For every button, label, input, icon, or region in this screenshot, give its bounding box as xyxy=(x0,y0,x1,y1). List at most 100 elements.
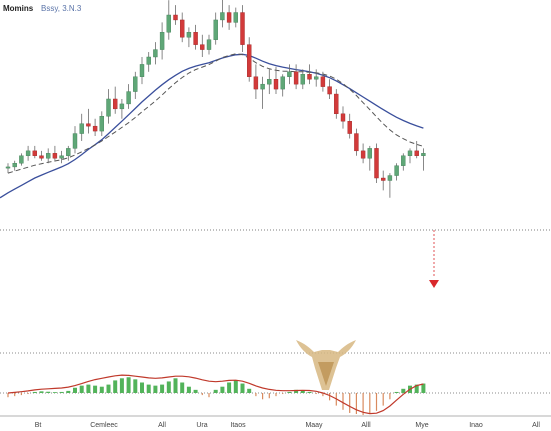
candle xyxy=(401,153,406,171)
candle xyxy=(86,108,91,134)
ma-fast-path xyxy=(7,53,424,174)
candle xyxy=(260,76,265,109)
candle xyxy=(414,140,419,159)
histogram-bar xyxy=(126,377,131,393)
candle xyxy=(394,163,399,181)
histogram-bar xyxy=(39,391,44,393)
candle xyxy=(320,71,326,92)
candle xyxy=(32,145,37,159)
x-tick-label: Bt xyxy=(35,422,42,429)
candle xyxy=(5,163,11,174)
candle xyxy=(354,128,359,156)
x-tick-label: Inao xyxy=(469,422,483,429)
candle xyxy=(159,22,165,60)
histogram-bar xyxy=(173,378,178,393)
candle xyxy=(112,86,118,114)
histogram-bar xyxy=(119,378,124,393)
candle xyxy=(381,170,386,191)
candle xyxy=(226,5,232,30)
histogram-bar xyxy=(86,384,91,393)
histogram-bar xyxy=(401,388,406,393)
histogram-bar xyxy=(93,385,98,393)
candle xyxy=(280,74,285,97)
histogram-bar xyxy=(79,385,84,393)
histogram-bar xyxy=(180,382,185,393)
histogram-bar xyxy=(113,380,118,393)
histogram-bar xyxy=(32,391,37,393)
macd-line xyxy=(7,374,424,415)
candle xyxy=(79,113,84,141)
histogram-bar xyxy=(73,387,77,393)
histogram-bar xyxy=(46,391,51,393)
candle xyxy=(213,12,218,45)
bull-logo-icon xyxy=(296,340,356,390)
histogram-bar xyxy=(140,382,144,393)
moving-average-fast xyxy=(7,53,424,174)
histogram-bar xyxy=(394,391,399,393)
candle xyxy=(25,145,31,161)
moving-average-slow xyxy=(0,53,424,199)
candle xyxy=(287,64,292,85)
candle xyxy=(421,148,426,171)
histogram-bar xyxy=(213,389,218,393)
candle xyxy=(12,160,17,171)
histogram-bar xyxy=(421,383,426,393)
histogram-bar xyxy=(300,390,305,393)
histogram-bar xyxy=(287,391,292,393)
candle xyxy=(360,143,366,164)
candle xyxy=(166,0,172,40)
histogram-bar xyxy=(307,391,312,393)
histogram-bar xyxy=(59,391,64,393)
signal-arrow-icon xyxy=(429,230,439,288)
candle xyxy=(233,7,239,28)
candle xyxy=(334,89,339,119)
candle xyxy=(133,71,138,99)
candle xyxy=(99,111,105,137)
x-tick-label: Mye xyxy=(415,422,428,429)
x-tick-label: All xyxy=(158,422,166,429)
x-tick-label: All xyxy=(532,422,540,429)
candle xyxy=(39,150,44,161)
candle xyxy=(52,145,58,161)
candle xyxy=(193,24,198,50)
candle xyxy=(220,0,225,28)
candle xyxy=(92,118,98,137)
candle xyxy=(153,42,158,65)
candle xyxy=(340,106,346,129)
histogram-bar xyxy=(294,389,299,393)
candle xyxy=(387,173,393,198)
candle xyxy=(246,37,252,82)
candle xyxy=(119,98,125,119)
histogram xyxy=(7,377,426,416)
candle xyxy=(139,56,145,85)
candle xyxy=(106,89,111,124)
candle xyxy=(66,145,71,161)
histogram-bar xyxy=(414,384,419,393)
candle xyxy=(186,27,192,48)
histogram-bar xyxy=(146,384,151,393)
candle xyxy=(72,126,78,154)
histogram-bar xyxy=(247,388,252,393)
candle xyxy=(347,113,352,139)
candle xyxy=(146,52,151,72)
ma-slow-path xyxy=(0,53,424,199)
candle xyxy=(273,66,279,95)
histogram-bar xyxy=(52,392,57,393)
chart-title: Momins xyxy=(3,4,34,13)
candle xyxy=(240,5,245,53)
candle xyxy=(293,64,299,90)
chart-subtitle: Bssy, 3.N.3 xyxy=(41,4,82,13)
histogram-bar xyxy=(233,380,238,393)
candle xyxy=(367,145,372,171)
candle xyxy=(59,150,64,164)
histogram-bar xyxy=(193,389,198,393)
candle xyxy=(206,34,212,55)
x-tick-label: Alll xyxy=(361,422,371,429)
candle xyxy=(253,64,259,99)
candle xyxy=(374,143,379,183)
histogram-bar xyxy=(240,383,245,393)
candle xyxy=(300,69,305,90)
x-axis-ticks: Bt Cemleec All Ura Itaos Maay Alll Mye Inao All xyxy=(35,422,541,429)
